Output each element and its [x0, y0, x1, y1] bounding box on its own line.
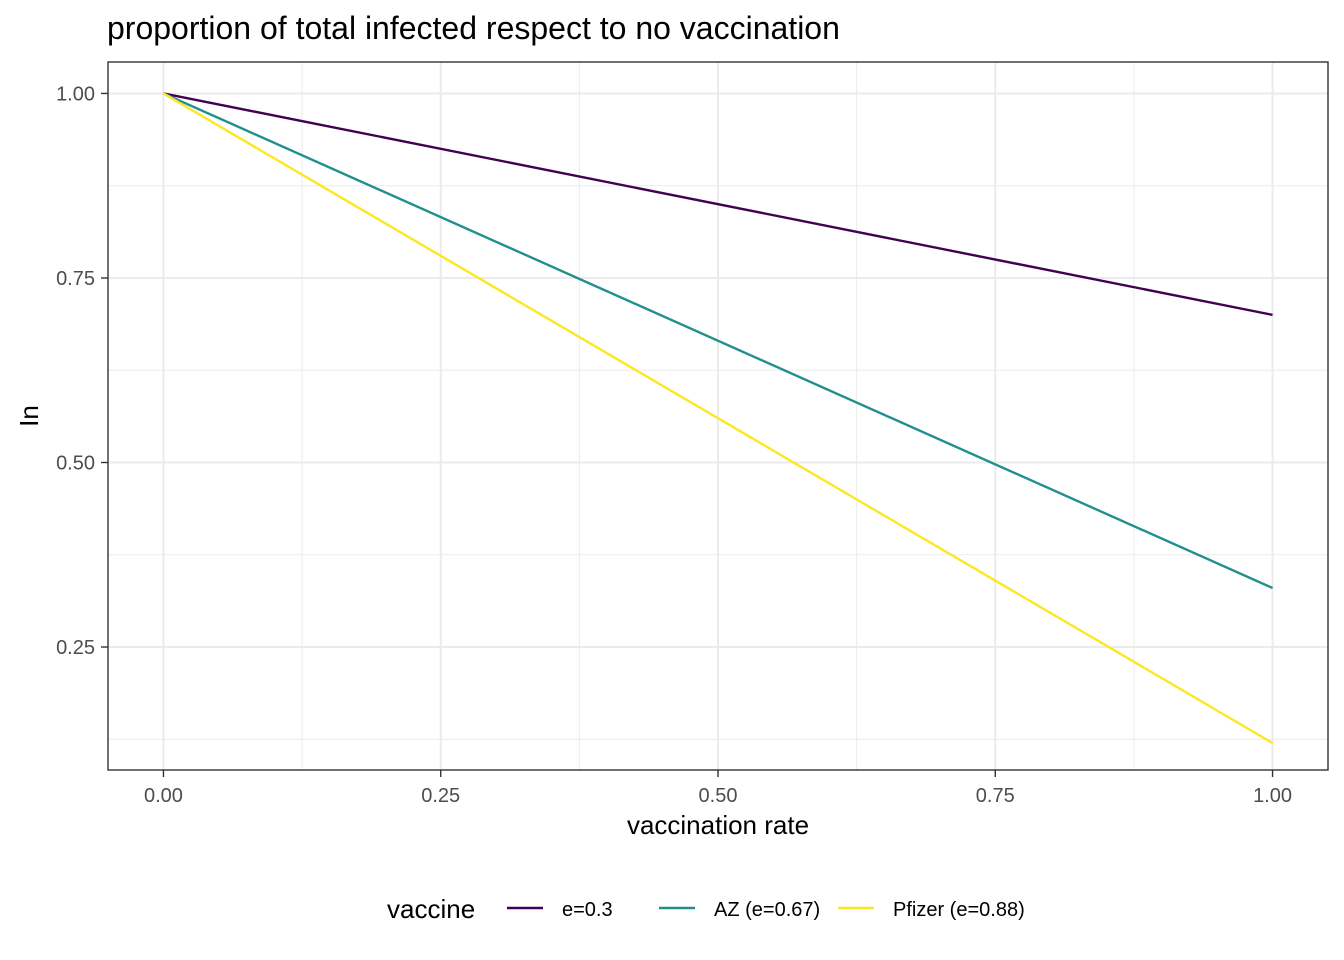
x-axis-title: vaccination rate	[627, 810, 809, 840]
x-tick-label: 1.00	[1253, 785, 1292, 807]
legend-label: AZ (e=0.67)	[714, 899, 820, 921]
major-gridlines	[108, 62, 1328, 770]
y-tick-label: 1.00	[56, 83, 95, 105]
chart-title: proportion of total infected respect to …	[107, 10, 840, 46]
legend-item: e=0.3	[507, 899, 613, 921]
series-line-e-0-3	[163, 92, 1273, 317]
series-line-az-e-0-67	[162, 92, 1274, 590]
x-tick-label: 0.50	[699, 785, 738, 807]
y-axis-title: In	[14, 405, 44, 427]
legend-label: Pfizer (e=0.88)	[893, 899, 1025, 921]
legend: vaccine e=0.3 AZ (e=0.67) Pfizer (e=0.88)	[387, 894, 1025, 924]
legend-title: vaccine	[387, 894, 475, 924]
y-axis: 0.25 0.50 0.75 1.00	[56, 83, 108, 659]
y-tick-label: 0.75	[56, 268, 95, 290]
legend-item: AZ (e=0.67)	[659, 899, 820, 921]
x-tick-label: 0.25	[421, 785, 460, 807]
legend-items: e=0.3 AZ (e=0.67) Pfizer (e=0.88)	[507, 899, 1025, 921]
series-line-pfizer-e-0-88	[162, 92, 1274, 745]
series-lines	[162, 92, 1274, 745]
x-tick-label: 0.75	[976, 785, 1015, 807]
x-axis: 0.00 0.25 0.50 0.75 1.00	[144, 770, 1292, 807]
y-tick-label: 0.25	[56, 637, 95, 659]
y-tick-label: 0.50	[56, 453, 95, 475]
x-tick-label: 0.00	[144, 785, 183, 807]
legend-item: Pfizer (e=0.88)	[838, 899, 1025, 921]
legend-label: e=0.3	[562, 899, 613, 921]
